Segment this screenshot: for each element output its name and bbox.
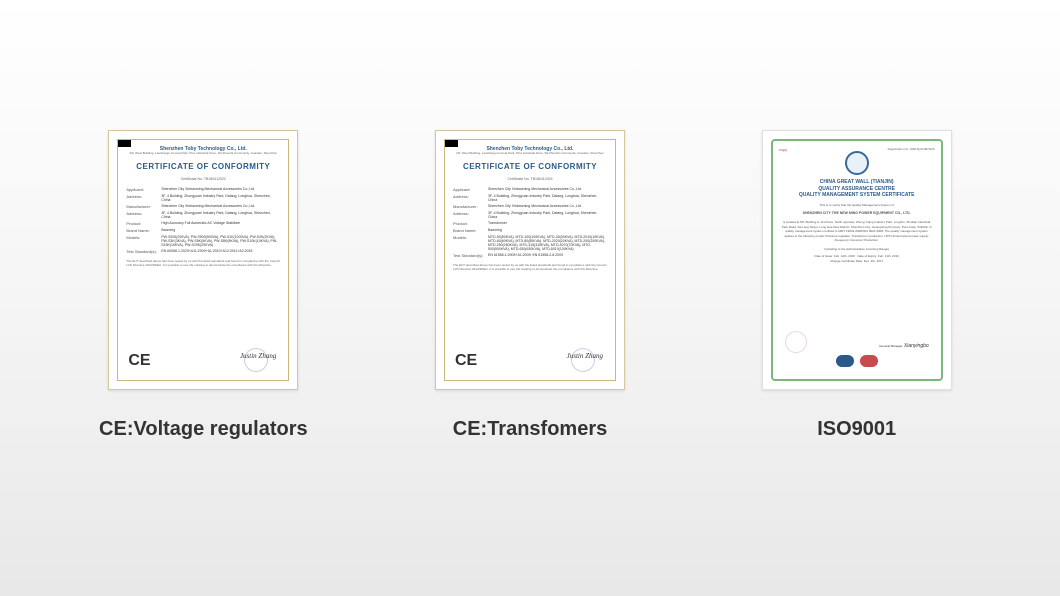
iso-org: CHINA GREAT WALL (TIANJIN) QUALITY ASSUR…: [781, 179, 933, 199]
cert-no-row: Certificate No. TB180412024: [453, 177, 607, 182]
iso-badges: [836, 355, 878, 367]
iso-valid: (including to the Administrative Licensi…: [781, 247, 933, 252]
cert-inner-3: copy Registration No. 00916Q11087R2S CHI…: [771, 139, 943, 381]
signature: Justin Zhang: [567, 352, 603, 360]
iso-body: is located at 5/F, Building A, 2nd Floor…: [781, 220, 933, 243]
signature: Justin Zhang: [240, 352, 276, 360]
cert-caption-2: CE:Transfomers: [453, 418, 608, 441]
reg-no: Registration No. 00916Q11087R2S: [888, 147, 935, 151]
cert-inner-1: Shenzhen Toby Technology Co., Ltd. 2/F, …: [117, 139, 289, 381]
cert-inner-2: Shenzhen Toby Technology Co., Ltd. 2/F, …: [444, 139, 616, 381]
certificate-gallery: Shenzhen Toby Technology Co., Ltd. 2/F, …: [0, 0, 1060, 441]
iso-stamp-icon: [785, 331, 807, 353]
ce-mark-icon: CE: [128, 352, 150, 370]
cert-no-row: Certificate No. TB180412022: [126, 177, 280, 182]
iso-dates: Date of Issue: Feb. 12th, 2016 Date of E…: [781, 254, 933, 263]
cert-card-transformers: Shenzhen Toby Technology Co., Ltd. 2/F, …: [387, 130, 674, 441]
cert-caption-3: ISO9001: [817, 418, 896, 441]
cert-image-2: Shenzhen Toby Technology Co., Ltd. 2/F, …: [435, 130, 625, 390]
ce-mark-icon: CE: [455, 352, 477, 370]
company-addr: 2/F, West Building, Lanshangu Innovat Pa…: [453, 152, 607, 156]
iso-logo-icon: [845, 151, 869, 175]
footer-text: The EUT described above has been tested …: [453, 264, 607, 272]
cert-image-3: copy Registration No. 00916Q11087R2S CHI…: [762, 130, 952, 390]
cert-card-iso9001: copy Registration No. 00916Q11087R2S CHI…: [713, 130, 1000, 441]
cnas-badge-icon: [860, 355, 878, 367]
iaf-badge-icon: [836, 355, 854, 367]
cert-caption-1: CE:Voltage regulators: [99, 418, 308, 441]
cert-image-1: Shenzhen Toby Technology Co., Ltd. 2/F, …: [108, 130, 298, 390]
iso-signature: General Manager Xianyingbo: [879, 343, 929, 349]
iso-entity-line: This is to certify that the Quality Mana…: [781, 203, 933, 208]
footer-text: The EUT described above has been tested …: [126, 260, 280, 268]
cert-card-voltage-regulators: Shenzhen Toby Technology Co., Ltd. 2/F, …: [60, 130, 347, 441]
cert-title: CERTIFICATE OF CONFORMITY: [126, 162, 280, 171]
cert-title: CERTIFICATE OF CONFORMITY: [453, 162, 607, 171]
iso-entity: SHENZHEN CITY THE NEW MING POWER EQUIPME…: [781, 211, 933, 216]
company-addr: 2/F, West Building, Lanshangu Innovat Pa…: [126, 152, 280, 156]
copy-label: copy: [779, 147, 787, 152]
